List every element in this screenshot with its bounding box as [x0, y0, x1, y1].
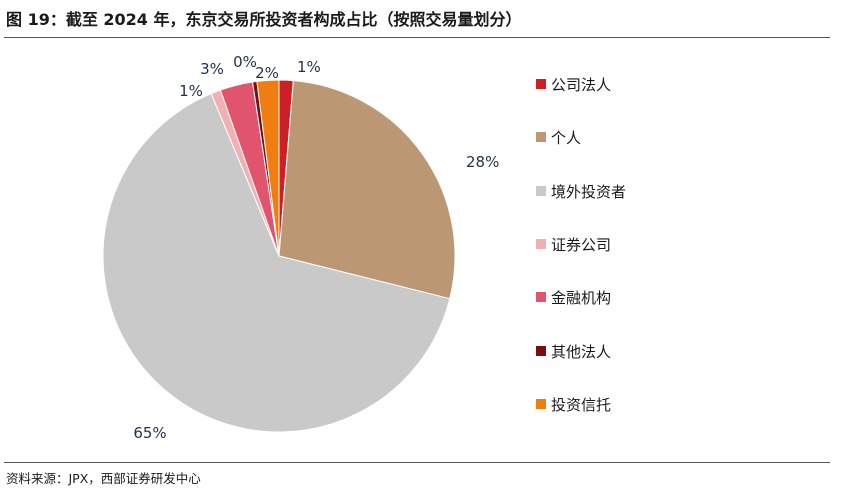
pie-slice-3	[102, 92, 451, 433]
pie-chart: 1% 28% 65% 1% 3% 0%2%	[102, 53, 499, 442]
legend-swatch	[536, 185, 546, 196]
legend-label: 个人	[551, 129, 582, 148]
pie-slice-2	[278, 80, 456, 300]
legend-label: 证券公司	[551, 235, 612, 254]
top-divider	[4, 37, 830, 38]
legend-swatch	[536, 292, 546, 303]
legend-label: 其他法人	[551, 342, 612, 361]
legend-swatch	[536, 345, 546, 356]
legend-swatch	[536, 398, 546, 409]
pie-slices	[102, 79, 456, 433]
legend-swatch	[536, 132, 546, 143]
slice-label-7: 2%	[255, 64, 279, 82]
source-note: 资料来源：JPX，西部证券研发中心	[6, 471, 201, 486]
slice-label-2: 28%	[466, 153, 499, 171]
chart-title: 图 19：截至 2024 年，东京交易所投资者构成占比（按照交易量划分）	[6, 10, 522, 29]
legend-label: 金融机构	[551, 289, 612, 308]
slice-label-1: 1%	[297, 58, 321, 76]
bottom-divider	[4, 462, 830, 463]
legend-label: 公司法人	[551, 76, 612, 94]
legend-swatch	[536, 79, 546, 89]
slice-label-5: 3%	[200, 60, 224, 78]
pie-slice-7	[256, 79, 280, 257]
pie-slice-labels: 1% 28% 65% 1% 3% 0%2%	[133, 53, 499, 442]
slice-label-4: 1%	[179, 82, 203, 100]
legend-label: 投资信托	[551, 395, 612, 414]
legend-swatch	[536, 238, 546, 249]
legend-label: 境外投资者	[551, 182, 627, 201]
slice-label-3: 65%	[133, 424, 166, 442]
slice-label-6: 0%	[233, 53, 257, 71]
